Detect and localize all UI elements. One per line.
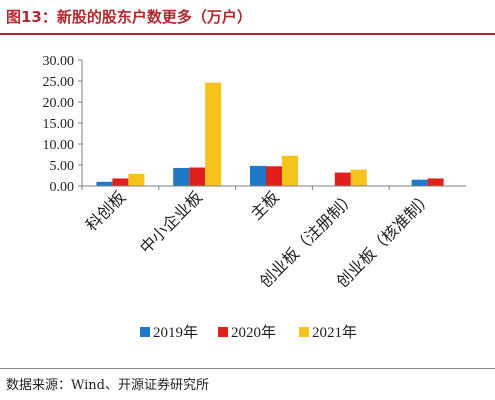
legend-swatch-2019年 [140, 327, 150, 337]
legend-label: 2019年 [153, 324, 198, 341]
bar-2020年 [427, 178, 444, 186]
y-tick-label: 0.00 [50, 180, 75, 195]
legend-label: 2020年 [231, 324, 276, 341]
y-tick-label: 5.00 [50, 159, 75, 174]
y-tick-label: 30.00 [43, 54, 75, 69]
x-tick-label: 科创板 [83, 188, 130, 235]
x-tick-label: 主板 [247, 188, 282, 223]
bar-2019年 [96, 181, 113, 186]
legend-swatch-2021年 [299, 327, 309, 337]
bar-2019年 [173, 167, 190, 186]
y-tick-label: 15.00 [43, 117, 75, 132]
legend-swatch-2020年 [218, 327, 228, 337]
bar-2019年 [250, 165, 266, 186]
y-tick-label: 25.00 [43, 75, 75, 90]
bar-chart: 0.00 5.00 10.00 15.00 20.00 25.00 30.00 科创板 中小企… [43, 54, 466, 341]
bar-2021年 [350, 169, 367, 186]
source-rule [0, 368, 495, 369]
bar-2021年 [205, 82, 222, 186]
bar-2020年 [266, 166, 282, 186]
bar-2021年 [282, 155, 298, 186]
title-rule [0, 33, 495, 35]
legend-label: 2021年 [312, 324, 357, 341]
y-tick-label: 10.00 [43, 138, 75, 153]
y-tick-label: 20.00 [43, 96, 75, 111]
bar-2019年 [411, 179, 428, 186]
source-note: 数据来源：Wind、开源证券研究所 [6, 378, 209, 393]
bar-2021年 [128, 173, 145, 186]
x-tick-label: 中小企业板 [137, 188, 206, 257]
legend: 2019年 2020年 2021年 [140, 324, 357, 341]
bar-2020年 [189, 167, 206, 186]
figure-title: 图13：新股的股东户数更多（万户） [6, 8, 252, 26]
y-axis-ticks: 0.00 5.00 10.00 15.00 20.00 25.00 30.00 [43, 54, 82, 195]
bar-2020年 [112, 178, 129, 186]
bar-series [96, 82, 444, 186]
bar-2020年 [334, 172, 351, 186]
